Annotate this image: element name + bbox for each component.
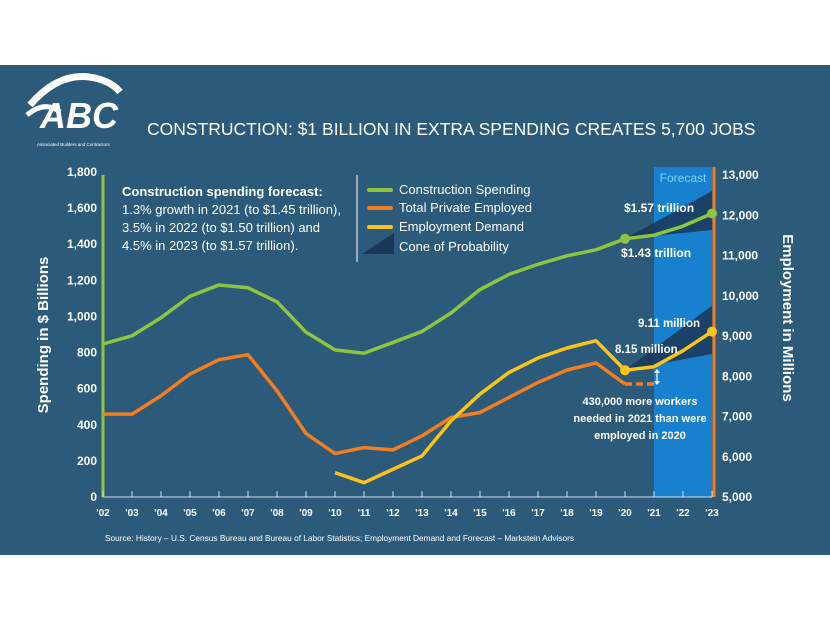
forecast-label: Forecast [660,171,707,185]
y-tick-label-left: 400 [77,418,97,432]
y-tick-label-right: 12,000 [722,208,759,222]
annotation-line: 1.3% growth in 2021 (to $1.45 trillion), [122,202,341,217]
callout-gap: 430,000 more workers [583,396,698,408]
y-tick-label-left: 600 [77,382,97,396]
y-tick-label-left: 1,400 [67,237,97,251]
y-tick-label-left: 200 [77,454,97,468]
y-tick-label-right: 9,000 [722,329,752,343]
annotation-heading: Construction spending forecast: [122,184,323,199]
x-tick-label: '13 [415,508,429,519]
callout-spending-2020: $1.43 trillion [621,246,691,260]
x-tick-label: '05 [183,508,197,519]
legend-label-employed: Total Private Employed [399,200,532,215]
y-tick-label-left: 800 [77,346,97,360]
y-tick-label-right: 6,000 [722,450,752,464]
callout-gap: needed in 2021 than were [573,413,706,425]
legend: Construction Spending Total Private Empl… [362,182,532,254]
gap-arrow-icon [654,369,660,385]
x-tick-label: '23 [705,508,719,519]
y-tick-label-left: 1,200 [67,273,97,287]
x-tick-label: '16 [502,508,516,519]
x-tick-label: '15 [473,508,487,519]
y-tick-label-right: 11,000 [722,249,758,263]
y-tick-label-left: 1,600 [67,201,97,215]
highlight-marker [707,208,717,219]
y-axis-label-right: Employment in Millions [779,234,796,402]
highlight-marker [620,233,630,244]
x-tick-label: '07 [241,508,255,519]
x-tick-label: '19 [589,508,603,519]
x-tick-label: '22 [676,508,690,519]
x-tick-label: '04 [154,508,168,519]
x-tick-label: '18 [560,508,574,519]
callout-demand-2020: 8.15 million [615,344,678,356]
abc-logo: ABC Associated Builders and Contractors [25,73,123,147]
highlight-marker [707,326,717,337]
x-tick-label: '12 [386,508,400,519]
callout-demand-2023: 9.11 million [638,318,700,330]
highlight-marker [620,365,630,376]
legend-label-cone: Cone of Probability [399,239,509,254]
source-note: Source: History – U.S. Census Bureau and… [105,533,574,543]
legend-label-spending: Construction Spending [399,182,531,197]
y-tick-label-left: 1,800 [67,165,97,179]
x-tick-label: '20 [618,508,632,519]
y-tick-label-right: 7,000 [722,410,752,424]
x-tick-label: '08 [270,508,284,519]
x-tick-label: '06 [212,508,226,519]
x-tick-label: '09 [299,508,313,519]
construction-spending-line [102,211,713,356]
page-title: CONSTRUCTION: $1 BILLION IN EXTRA SPENDI… [147,119,755,139]
x-tick-label: '14 [444,508,458,519]
employment-demand-line [334,330,713,485]
cone-of-probability [625,190,712,239]
y-axis-label-left: Spending in $ Billions [35,257,52,414]
logo-subtext: Associated Builders and Contractors [37,142,111,147]
y-tick-label-right: 13,000 [722,168,759,182]
x-tick-label: '10 [328,508,342,519]
legend-swatch-cone [362,233,394,254]
cone-of-probability [625,305,712,371]
y-tick-label-left: 0 [90,490,97,504]
callout-spending-2023: $1.57 trillion [624,201,694,215]
legend-label-demand: Employment Demand [399,219,524,234]
x-tick-label: '17 [531,508,545,519]
y-tick-label-left: 1,000 [67,309,97,323]
x-tick-label: '02 [96,508,110,519]
x-tick-label: '21 [647,508,661,519]
y-tick-label-right: 10,000 [722,289,759,303]
x-tick-label: '11 [358,508,371,519]
annotation-line: 4.5% in 2023 (to $1.57 trillion). [122,238,298,253]
x-tick-label: '03 [125,508,139,519]
y-tick-label-right: 8,000 [722,369,752,383]
annotation-line: 3.5% in 2022 (to $1.50 trillion) and [122,220,320,235]
callout-gap: employed in 2020 [594,430,686,442]
logo-text: ABC [39,95,119,136]
y-tick-label-right: 5,000 [722,490,752,504]
